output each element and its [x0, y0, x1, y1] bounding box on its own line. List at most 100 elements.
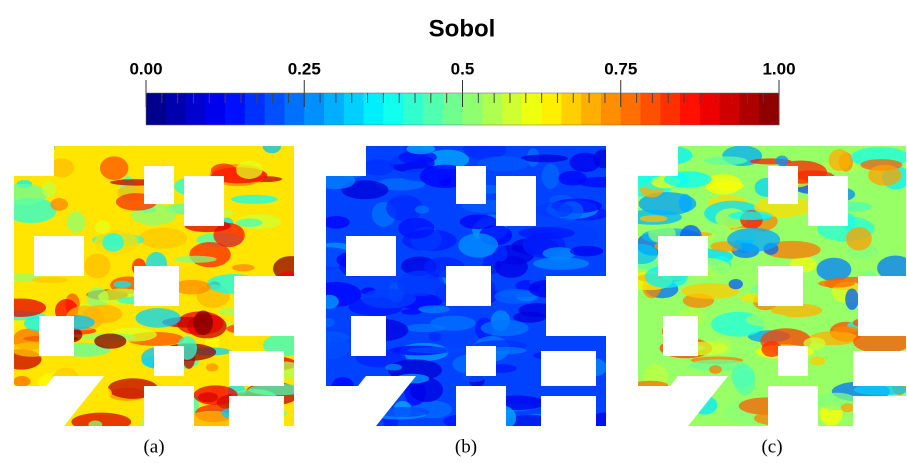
field-blob — [520, 154, 569, 163]
field-blob — [828, 148, 851, 172]
field-blob — [853, 330, 906, 354]
empty-area — [326, 376, 416, 426]
field-blob — [88, 420, 103, 426]
empty-area — [638, 376, 728, 426]
color-band — [719, 93, 740, 125]
field-blob — [703, 156, 748, 165]
empty-area — [14, 376, 104, 426]
field-blob — [415, 205, 429, 214]
field-blob — [775, 155, 789, 166]
building — [546, 276, 606, 336]
field-blob — [425, 149, 470, 170]
building — [154, 346, 184, 376]
building — [858, 276, 906, 336]
building — [229, 396, 284, 426]
field-blob — [135, 308, 181, 328]
field-blob — [518, 226, 575, 240]
field-blob — [71, 412, 132, 426]
field-blob — [816, 257, 852, 282]
field-blob — [418, 305, 450, 314]
color-band — [462, 93, 483, 125]
field-blob — [326, 335, 350, 360]
field-blob — [477, 156, 530, 172]
tick-label: 0.75 — [604, 59, 637, 78]
color-band — [660, 93, 681, 125]
field-blob — [406, 146, 436, 155]
field-blob — [428, 331, 441, 342]
building — [663, 316, 698, 356]
field-blob — [840, 403, 855, 413]
field-blob — [845, 226, 872, 251]
field-blob — [174, 255, 217, 263]
field-blob — [326, 172, 356, 190]
building — [134, 266, 179, 306]
building — [758, 266, 803, 306]
color-band — [600, 93, 622, 125]
building — [144, 166, 174, 204]
building — [466, 346, 496, 376]
field-blob — [14, 183, 48, 205]
building — [234, 276, 294, 336]
field-blob — [361, 288, 417, 309]
building — [144, 386, 194, 426]
building — [496, 176, 536, 226]
color-band — [739, 93, 760, 125]
field-blob — [396, 270, 445, 297]
color-band — [640, 93, 661, 125]
field-blob — [398, 150, 437, 165]
field-blob — [746, 313, 791, 327]
building — [638, 146, 678, 176]
field-blob — [639, 215, 668, 223]
field-blob — [459, 214, 498, 230]
field-blob — [362, 159, 395, 176]
field-blob — [458, 233, 499, 258]
building — [34, 236, 84, 276]
field-blob — [853, 384, 906, 396]
building — [456, 166, 486, 204]
field-blob — [84, 253, 111, 279]
field-blob — [569, 245, 604, 257]
field-blob — [210, 163, 237, 178]
building — [184, 176, 224, 226]
colorbar: 0.00 0.25 0.5 0.75 1.00 — [129, 59, 796, 126]
field-blob — [761, 341, 782, 358]
field-blob — [494, 245, 508, 262]
field-blob — [66, 211, 86, 233]
color-band — [699, 93, 721, 125]
field-blob — [95, 220, 111, 234]
color-band — [581, 93, 602, 125]
field-blob — [877, 255, 906, 281]
field-blob — [845, 288, 859, 310]
field-blob — [727, 227, 781, 252]
panel — [14, 146, 294, 426]
field-blob — [14, 375, 31, 387]
field-blob — [375, 178, 426, 191]
field-blob — [404, 323, 446, 333]
color-band — [680, 93, 701, 125]
field-blob — [262, 334, 294, 357]
color-band — [304, 93, 325, 125]
color-band — [165, 93, 187, 125]
field-blob — [102, 233, 124, 252]
building — [456, 386, 506, 426]
field-blob — [407, 346, 466, 354]
field-blob — [386, 195, 424, 222]
color-band — [284, 93, 305, 125]
color-band — [383, 93, 404, 125]
field-blob — [341, 180, 389, 200]
building — [446, 266, 491, 306]
field-blob — [818, 279, 856, 288]
field-blob — [231, 194, 278, 204]
color-band — [244, 93, 266, 125]
field-blob — [638, 244, 658, 264]
field-blob — [513, 311, 547, 323]
field-blob — [868, 164, 902, 186]
building — [39, 316, 74, 356]
panel — [326, 146, 606, 426]
panel-label: (c) — [761, 436, 782, 457]
building — [229, 351, 284, 386]
building — [326, 146, 366, 176]
field-blob — [398, 217, 435, 239]
field-blob — [809, 356, 826, 366]
building — [853, 351, 906, 386]
